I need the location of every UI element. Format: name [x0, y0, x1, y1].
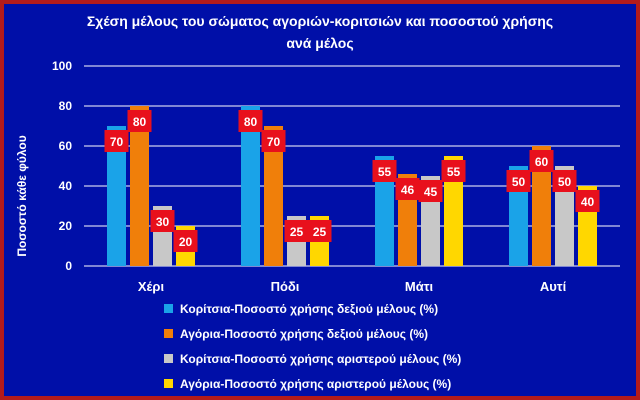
- chart-subtitle: ανά μέλος: [286, 35, 353, 51]
- data-label: 80: [244, 115, 258, 129]
- data-label-box: [575, 190, 600, 212]
- data-label-box: [418, 180, 443, 202]
- y-tick-label: 0: [65, 259, 72, 273]
- data-label: 55: [378, 165, 392, 179]
- data-label: 20: [179, 235, 193, 249]
- data-label-box: [441, 160, 466, 182]
- legend-swatch: [164, 354, 173, 363]
- y-tick-label: 60: [59, 139, 73, 153]
- data-label-box: [127, 110, 152, 132]
- data-label: 25: [290, 225, 304, 239]
- legend-label: Αγόρια-Ποσοστό χρήσης δεξιού μέλους (%): [180, 327, 428, 341]
- data-label: 50: [558, 175, 572, 189]
- y-tick-label: 80: [59, 99, 73, 113]
- chart-title: Σχέση μέλους του σώματος αγοριών-κοριτσι…: [87, 13, 553, 29]
- bar: [130, 106, 149, 266]
- y-tick-label: 100: [52, 59, 72, 73]
- bar: [532, 146, 551, 266]
- data-label: 45: [424, 185, 438, 199]
- data-label-box: [150, 210, 175, 232]
- chart-background: Σχέση μέλους του σώματος αγοριών-κοριτσι…: [4, 4, 636, 396]
- chart: Σχέση μέλους του σώματος αγοριών-κοριτσι…: [15, 13, 620, 391]
- bar: [444, 156, 463, 266]
- bar: [241, 106, 260, 266]
- y-tick-label: 20: [59, 219, 73, 233]
- data-label: 50: [512, 175, 526, 189]
- x-tick-label: Πόδι: [271, 279, 300, 294]
- data-label-box: [238, 110, 263, 132]
- legend-swatch: [164, 304, 173, 313]
- data-label-box: [173, 230, 198, 252]
- bar: [264, 126, 283, 266]
- x-tick-label: Χέρι: [138, 279, 165, 294]
- y-axis-label: Ποσοστό κάθε φύλου: [15, 135, 29, 256]
- data-label: 46: [401, 183, 415, 197]
- x-tick-label: Μάτι: [405, 279, 434, 294]
- data-label-box: [372, 160, 397, 182]
- legend-label: Κορίτσια-Ποσοστό χρήσης δεξιού μέλους (%…: [180, 302, 438, 316]
- y-tick-label: 40: [59, 179, 73, 193]
- data-label: 70: [110, 135, 124, 149]
- data-label: 80: [133, 115, 147, 129]
- data-label-box: [261, 130, 286, 152]
- data-label: 25: [313, 225, 327, 239]
- data-label-box: [104, 130, 129, 152]
- legend-label: Κορίτσια-Ποσοστό χρήσης αριστερού μέλους…: [180, 352, 461, 366]
- data-label: 40: [581, 195, 595, 209]
- bar: [107, 126, 126, 266]
- legend-label: Αγόρια-Ποσοστό χρήσης αριστερού μέλους (…: [180, 377, 451, 391]
- bar: [375, 156, 394, 266]
- data-label-box: [307, 220, 332, 242]
- data-label: 55: [447, 165, 461, 179]
- data-label: 30: [156, 215, 170, 229]
- data-label-box: [284, 220, 309, 242]
- data-label: 60: [535, 155, 549, 169]
- data-label: 70: [267, 135, 281, 149]
- legend-swatch: [164, 379, 173, 388]
- data-label-box: [529, 150, 554, 172]
- legend-swatch: [164, 329, 173, 338]
- x-tick-label: Αυτί: [540, 279, 567, 294]
- data-label-box: [552, 170, 577, 192]
- data-label-box: [395, 178, 420, 200]
- data-label-box: [506, 170, 531, 192]
